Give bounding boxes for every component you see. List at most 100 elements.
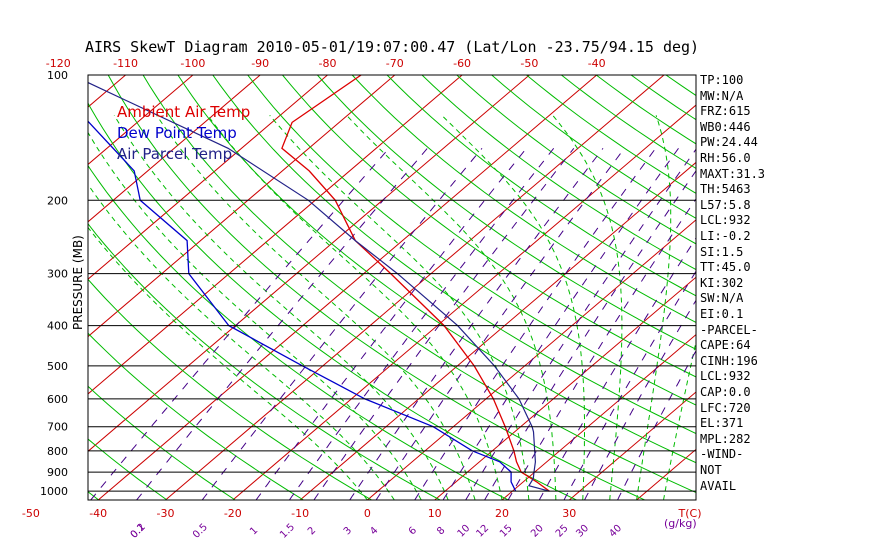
dry-adiabat [491,75,696,219]
dry-adiabat [247,75,696,406]
index-entry: LFC:720 [700,400,751,415]
series-air-parcel-temp [88,81,550,492]
moist-adiabat [88,183,395,500]
bottom-temp-tick-label: -10 [291,507,309,520]
index-entry: LI:-0.2 [700,229,751,243]
top-temp-tick-label: -90 [251,57,269,70]
index-entry: CAPE:64 [700,338,751,353]
dry-adiabat [177,75,696,464]
temp-unit-label: T(C) [678,507,702,520]
dry-adiabat [561,75,696,170]
isotherm [367,219,696,500]
sounding-series [88,75,550,492]
mixing-ratio-line [349,147,604,500]
plot-frame [87,74,697,501]
mixing-ratio-label: 8 [435,525,447,537]
index-entry: MW:N/A [700,88,744,103]
moist-adiabat [88,131,422,500]
pressure-tick-label: 100 [47,69,68,82]
index-entry: MAXT:31.3 [700,166,766,181]
bottom-temp-tick-label: 20 [495,507,509,520]
bottom-temp-tick-label: 0 [364,507,371,520]
bottom-temp-tick-label: 30 [562,507,576,520]
pressure-gridlines [88,199,696,492]
isotherm [97,75,598,500]
isotherm [434,276,696,500]
bottom-temp-tick-label: -30 [157,507,175,520]
dry-adiabat [212,75,696,435]
mixing-ratio-line [255,147,527,500]
index-entry: SW:N/A [700,291,744,306]
mixing-ratio-label: 40 [607,523,624,540]
mixing-ratio-label: 15 [498,523,515,540]
pressure-tick-label: 300 [47,268,68,281]
index-entry: PW:24.44 [700,135,758,150]
pressure-tick-label: 600 [47,393,68,406]
index-entry: LCL:932 [700,369,751,384]
moist-adiabat [636,115,672,500]
isotherm [88,75,328,280]
dry-adiabat [526,75,696,194]
isotherm [88,75,261,223]
index-entry: EI:0.1 [700,307,744,321]
pressure-tick-label: 900 [47,466,68,479]
mixing-ratio-label: 25 [554,523,571,540]
legend: Ambient Air Temp Dew Point Temp Air Parcel… [117,103,250,163]
moist-adiabat [552,114,623,500]
mixing-ratio-label: 4 [368,525,380,537]
isotherm [88,75,530,452]
index-entry: MPL:282 [700,431,751,446]
dry-adiabat [317,75,696,350]
dry-adiabat [88,278,372,500]
bottom-temp-tick-label: -20 [224,507,242,520]
isotherm [88,75,126,108]
moist-adiabat [207,114,503,500]
series-ambient-air-temp [281,75,550,492]
dry-adiabat [0,75,31,500]
legend-entry: Ambient Air Temp [117,103,250,121]
index-entry: KI:302 [700,275,744,290]
y-axis-label: PRESSURE (MB) [71,235,85,330]
index-entry: LCL:932 [700,213,751,228]
mixing-ratio-label: 30 [574,523,591,540]
pressure-tick-label: 500 [47,360,68,373]
mixing-ratio-line [584,299,696,500]
mixing-ratio-label: 6 [407,525,419,537]
isotherm [232,104,696,500]
top-temp-tick-label: -80 [319,57,337,70]
top-temp-tick-label: -60 [453,57,471,70]
pressure-tick-label: 700 [47,421,68,434]
pressure-tick-label: 1000 [40,485,68,498]
mixing-ratio-label: 0.5 [191,522,210,541]
moist-adiabat [269,114,530,500]
mixing-ratio-line [507,198,696,500]
index-entry: TT:45.0 [700,260,751,275]
series-dew-point-temp [88,120,517,492]
index-entry: -WIND- [700,447,744,462]
mixing-ratio-line [288,147,555,500]
dry-adiabat [386,75,696,297]
mixing-ratio-label: 20 [529,523,546,540]
index-entry: RH:56.0 [700,151,751,165]
top-temp-tick-label: -110 [113,57,138,70]
mixing-ratio-label: 3 [342,525,354,537]
isotherm [0,75,58,500]
index-entry: L57:5.8 [700,197,751,212]
bottom-temp-tick-label: -50 [22,507,40,520]
dry-adiabat [456,75,696,245]
dry-adiabat [88,332,304,500]
dry-adiabat [351,75,696,323]
bottom-temp-tick-label: 10 [428,507,442,520]
mixing-ratio-line [442,148,679,500]
dry-adiabat [88,223,441,500]
mixing-ratio-line [484,170,696,500]
moist-adiabat [88,226,368,500]
isotherm [88,75,194,166]
pressure-tick-label: 400 [47,320,68,333]
dry-adiabat [107,75,645,500]
index-entry: WB0:446 [700,119,751,134]
moist-adiabat [663,339,696,500]
dry-adiabat [282,75,696,378]
top-temp-tick-label: -120 [46,57,71,70]
